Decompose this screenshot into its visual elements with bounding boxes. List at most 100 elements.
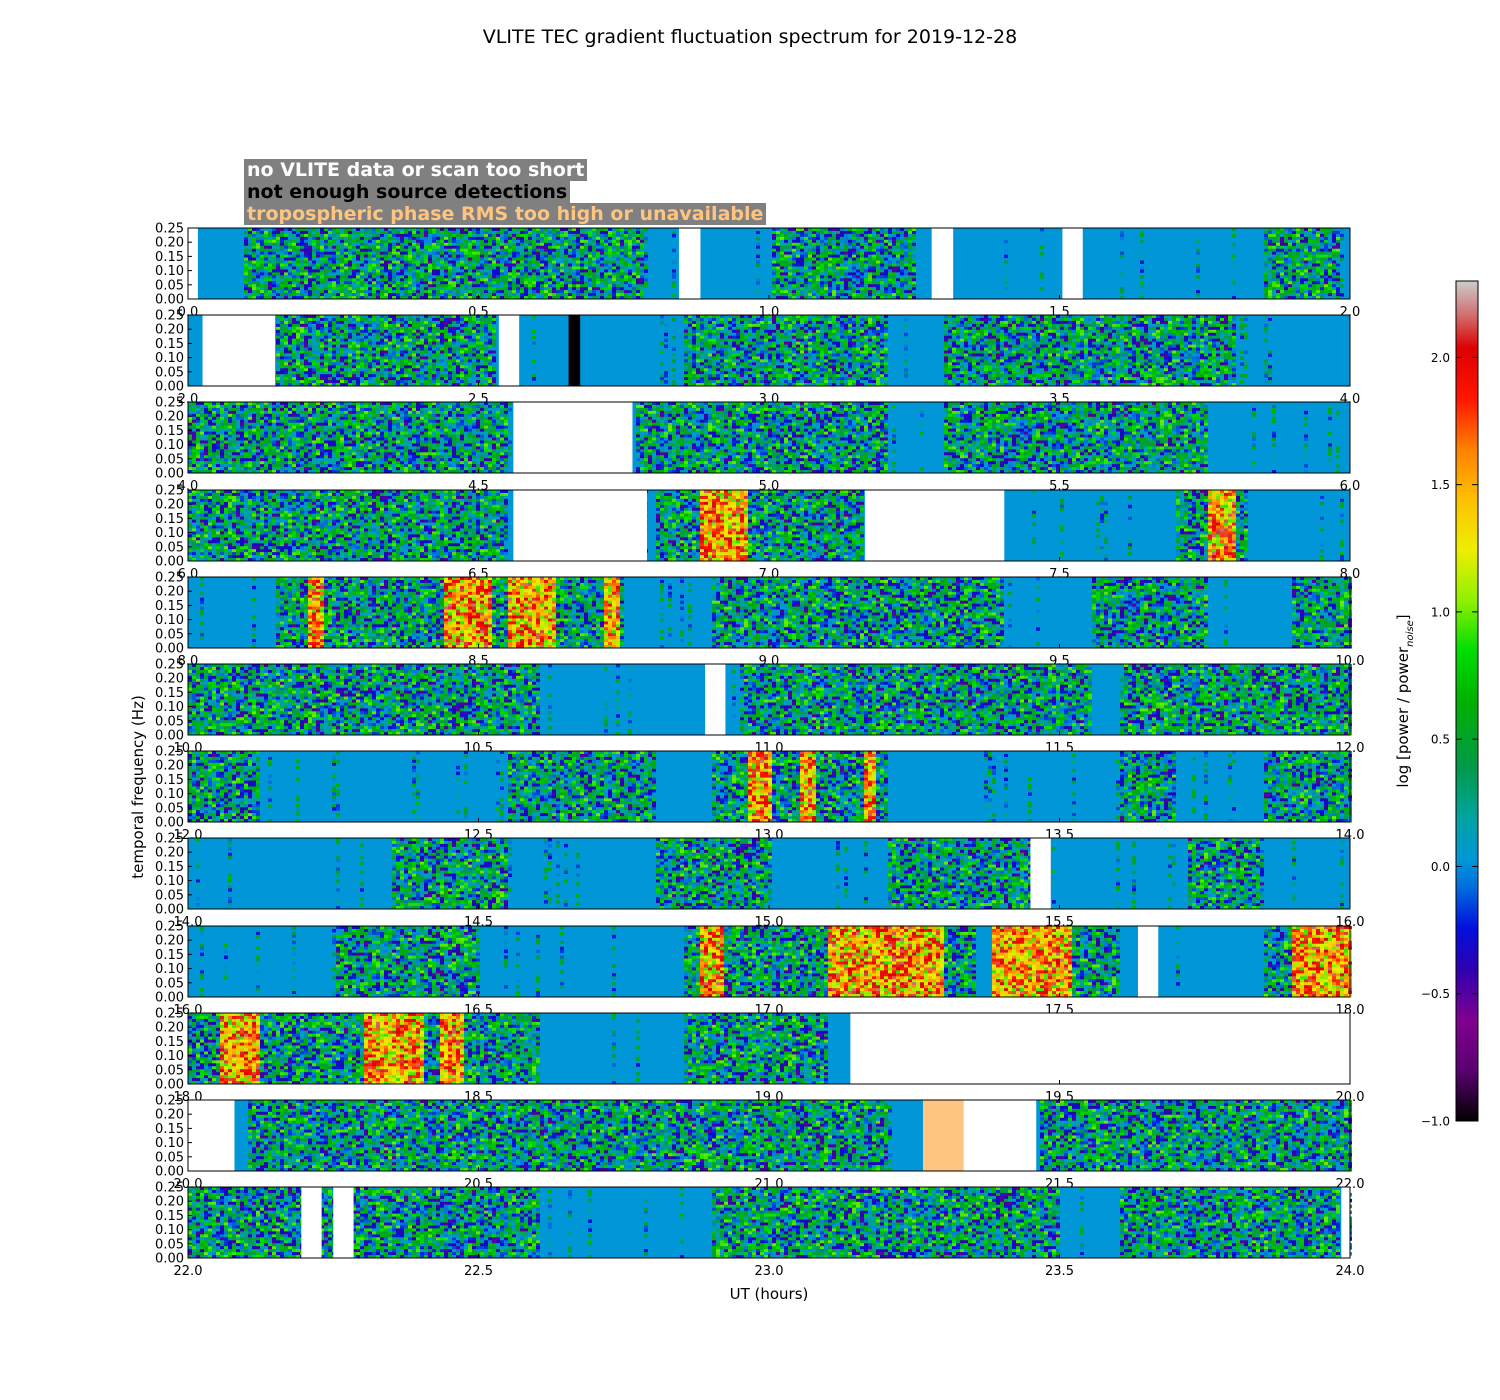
heat-cell bbox=[904, 290, 908, 293]
heat-cell bbox=[528, 249, 532, 252]
heat-cell bbox=[624, 231, 628, 234]
heat-cell bbox=[256, 234, 260, 237]
heat-cell bbox=[844, 284, 848, 287]
heat-cell bbox=[628, 258, 632, 261]
heat-cell bbox=[280, 261, 284, 264]
heat-cell bbox=[348, 246, 352, 249]
heat-cell bbox=[264, 293, 268, 296]
heat-cell bbox=[628, 228, 632, 231]
heat-cell bbox=[544, 228, 548, 231]
heat-cell bbox=[456, 255, 460, 258]
heat-cell bbox=[448, 231, 452, 234]
heat-cell bbox=[892, 261, 896, 264]
heat-cell bbox=[432, 290, 436, 293]
heat-cell bbox=[276, 252, 280, 255]
heat-cell bbox=[836, 258, 840, 261]
heat-cell bbox=[420, 275, 424, 278]
heat-cell bbox=[484, 281, 488, 284]
heat-cell bbox=[412, 264, 416, 267]
heat-cell bbox=[1232, 261, 1236, 264]
heat-cell bbox=[772, 269, 776, 272]
heat-cell bbox=[584, 255, 588, 258]
heat-cell bbox=[368, 258, 372, 261]
heat-cell bbox=[560, 246, 564, 249]
heat-cell bbox=[540, 284, 544, 287]
heat-cell bbox=[440, 275, 444, 278]
heat-cell bbox=[244, 252, 248, 255]
heat-cell bbox=[468, 231, 472, 234]
heat-cell bbox=[848, 246, 852, 249]
heat-cell bbox=[1268, 234, 1272, 237]
heat-cell bbox=[820, 231, 824, 234]
heat-cell bbox=[588, 293, 592, 296]
heat-cell bbox=[1120, 237, 1124, 240]
heat-cell bbox=[392, 258, 396, 261]
heat-cell bbox=[872, 266, 876, 269]
heat-cell bbox=[296, 240, 300, 243]
heat-cell bbox=[316, 252, 320, 255]
heat-cell bbox=[444, 258, 448, 261]
heat-cell bbox=[784, 269, 788, 272]
heat-cell bbox=[260, 258, 264, 261]
heat-cell bbox=[876, 266, 880, 269]
heat-cell bbox=[316, 264, 320, 267]
heat-cell bbox=[484, 272, 488, 275]
heat-cell bbox=[1264, 281, 1268, 284]
heat-cell bbox=[840, 281, 844, 284]
heat-cell bbox=[260, 246, 264, 249]
heat-cell bbox=[248, 281, 252, 284]
heat-cell bbox=[588, 258, 592, 261]
heat-cell bbox=[672, 231, 676, 234]
heat-cell bbox=[1280, 255, 1284, 258]
heat-cell bbox=[288, 243, 292, 246]
heat-cell bbox=[868, 234, 872, 237]
heat-cell bbox=[416, 278, 420, 281]
heat-cell bbox=[876, 243, 880, 246]
heat-cell bbox=[520, 266, 524, 269]
heat-cell bbox=[624, 234, 628, 237]
heat-cell bbox=[568, 249, 572, 252]
heat-cell bbox=[556, 252, 560, 255]
heat-cell bbox=[672, 249, 676, 252]
heat-cell bbox=[884, 228, 888, 231]
heat-cell bbox=[540, 252, 544, 255]
heat-cell bbox=[280, 249, 284, 252]
heat-cell bbox=[484, 228, 488, 231]
heat-cell bbox=[568, 272, 572, 275]
heat-cell bbox=[552, 284, 556, 287]
heat-cell bbox=[384, 290, 388, 293]
heat-cell bbox=[352, 272, 356, 275]
heat-cell bbox=[544, 261, 548, 264]
heat-cell bbox=[480, 281, 484, 284]
heat-cell bbox=[632, 228, 636, 231]
heat-cell bbox=[848, 275, 852, 278]
heat-cell bbox=[788, 240, 792, 243]
heat-cell bbox=[600, 255, 604, 258]
heat-cell bbox=[448, 228, 452, 231]
heat-cell bbox=[896, 275, 900, 278]
heat-cell bbox=[468, 269, 472, 272]
heat-cell bbox=[888, 284, 892, 287]
heat-cell bbox=[812, 243, 816, 246]
heat-cell bbox=[432, 281, 436, 284]
heat-cell bbox=[876, 278, 880, 281]
heat-cell bbox=[608, 275, 612, 278]
heat-cell bbox=[624, 258, 628, 261]
heat-cell bbox=[408, 234, 412, 237]
heat-cell bbox=[868, 255, 872, 258]
heat-cell bbox=[248, 228, 252, 231]
heat-cell bbox=[780, 266, 784, 269]
heat-cell bbox=[448, 255, 452, 258]
heat-cell bbox=[516, 287, 520, 290]
heat-cell bbox=[404, 269, 408, 272]
heat-cell bbox=[796, 228, 800, 231]
heat-cell bbox=[252, 266, 256, 269]
heat-cell bbox=[352, 255, 356, 258]
heat-cell bbox=[524, 237, 528, 240]
heat-cell bbox=[548, 234, 552, 237]
heat-cell bbox=[868, 249, 872, 252]
heat-cell bbox=[792, 287, 796, 290]
heat-cell bbox=[596, 261, 600, 264]
heat-cell bbox=[580, 234, 584, 237]
heat-cell bbox=[816, 269, 820, 272]
